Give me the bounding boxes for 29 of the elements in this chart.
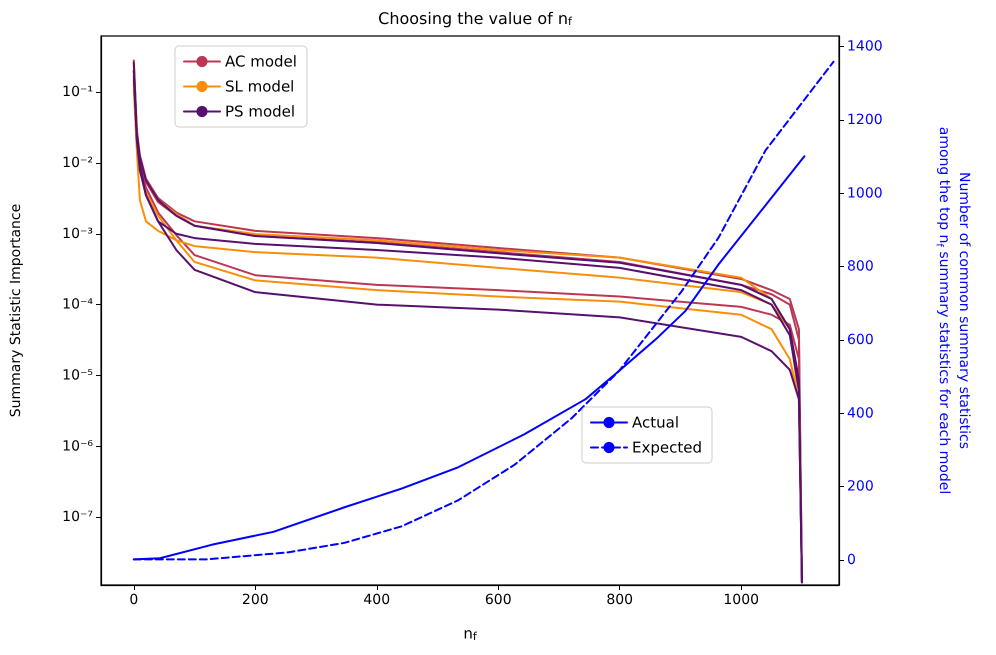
- legend-label: SL model: [225, 78, 294, 96]
- y-tick-label: 10⁻¹: [62, 84, 93, 100]
- y2-tick-label: 200: [847, 478, 874, 495]
- x-tick-label: 600: [484, 592, 512, 608]
- y2-tick-label: 600: [847, 332, 874, 348]
- legend-label: PS model: [225, 102, 296, 120]
- y2-tick-label: 1000: [847, 185, 883, 202]
- x-tick-label: 400: [363, 592, 390, 608]
- x-tick-label: 800: [606, 592, 634, 608]
- legend-label: AC model: [225, 52, 297, 70]
- legend-label: Actual: [632, 414, 679, 432]
- y2-tick-label: 0: [847, 552, 856, 568]
- legend-label: Expected: [632, 438, 702, 456]
- y-tick-label: 10⁻⁵: [62, 367, 93, 384]
- x-axis-title: nf: [463, 624, 478, 643]
- y-tick-label: 10⁻²: [62, 154, 93, 171]
- x-tick-label: 0: [129, 592, 138, 608]
- y-tick-label: 10⁻⁶: [62, 438, 94, 454]
- x-tick-label: 1000: [723, 592, 760, 608]
- y-axis-title: Summary Statistic Importance: [8, 204, 24, 418]
- y2-tick-label: 1400: [847, 38, 883, 55]
- y-tick-label: 10⁻⁷: [62, 509, 93, 526]
- y2-tick-label: 400: [847, 405, 874, 422]
- y2-tick-label: 800: [847, 258, 874, 275]
- chart-title: Choosing the value of nf: [378, 9, 573, 28]
- y-tick-label: 10⁻⁴: [62, 296, 94, 313]
- y-tick-label: 10⁻³: [62, 226, 93, 242]
- x-tick-label: 200: [242, 592, 269, 608]
- y2-tick-label: 1200: [847, 112, 883, 128]
